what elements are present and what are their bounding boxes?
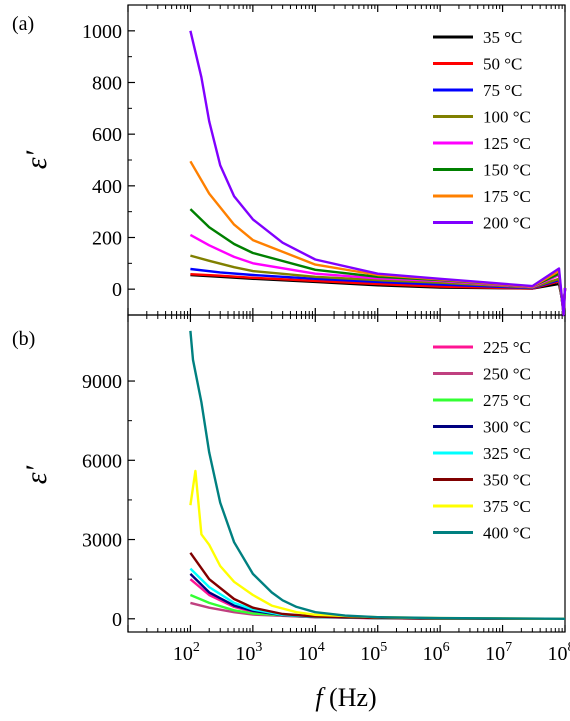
y-tick-label-b: 9000 <box>82 371 122 393</box>
y-tick-label-a: 800 <box>92 73 122 95</box>
x-tick-label: 104 <box>298 640 325 665</box>
y-tick-label-a: 0 <box>112 279 122 301</box>
legend-label-a-2: 75 °C <box>483 81 522 100</box>
legend-label-a-1: 50 °C <box>483 55 522 74</box>
panel-b-plot: 0 3000 6000 9000 225 °C 250 °C 275 °C 300 °C 325… <box>82 315 566 632</box>
x-tick-label: 107 <box>485 640 512 665</box>
x-axis-unit: (Hz) <box>323 683 377 712</box>
y-tick-label-a: 200 <box>92 228 122 250</box>
legend-label-a-4: 125 °C <box>483 134 531 153</box>
legend-label-a-7: 200 °C <box>483 214 531 233</box>
legend-label-a-5: 150 °C <box>483 161 531 180</box>
y-tick-label-b: 0 <box>112 609 122 631</box>
x-tick-label: 108 <box>548 640 570 665</box>
y-axis-title-a: ε′ <box>20 150 53 169</box>
y-axis-title-b: ε′ <box>20 465 53 484</box>
series-line-a-6 <box>189 160 567 317</box>
x-tick-label: 102 <box>173 640 200 665</box>
panel-b-frame <box>127 314 566 633</box>
series-line-b-7 <box>189 330 566 620</box>
legend-label-a-3: 100 °C <box>483 108 531 127</box>
y-tick-label-a: 600 <box>92 124 122 146</box>
legend-label-b-2: 275 °C <box>483 391 531 410</box>
x-axis-variable: f <box>315 683 326 712</box>
panel-b-label: (b) <box>12 328 35 350</box>
panel-a-label: (a) <box>12 13 34 35</box>
x-axis-title: f (Hz) <box>315 683 376 712</box>
y-tick-label-a: 1000 <box>82 21 122 43</box>
x-tick-label: 106 <box>423 640 450 665</box>
legend-label-b-0: 225 °C <box>483 338 531 357</box>
legend-label-b-3: 300 °C <box>483 418 531 437</box>
legend-label-b-1: 250 °C <box>483 365 531 384</box>
legend-label-b-5: 350 °C <box>483 471 531 490</box>
series-line-b-6 <box>189 469 566 620</box>
y-tick-label-a: 400 <box>92 176 122 198</box>
legend-label-b-7: 400 °C <box>483 524 531 543</box>
y-tick-label-b: 3000 <box>82 530 122 552</box>
legend-label-b-4: 325 °C <box>483 444 531 463</box>
legend-label-a-6: 175 °C <box>483 187 531 206</box>
panel-a-plot: 0 200 400 600 800 1000 35 °C 50 °C 75 °C 100 °C 12… <box>82 5 567 317</box>
x-tick-label: 103 <box>235 640 262 665</box>
x-tick-label: 105 <box>360 640 387 665</box>
x-axis-ticks: 102 103 104 105 106 107 108 <box>173 640 570 665</box>
legend-label-a-0: 35 °C <box>483 28 522 47</box>
y-tick-label-b: 6000 <box>82 450 122 472</box>
legend-label-b-6: 375 °C <box>483 497 531 516</box>
series-line-a-7 <box>189 30 567 317</box>
